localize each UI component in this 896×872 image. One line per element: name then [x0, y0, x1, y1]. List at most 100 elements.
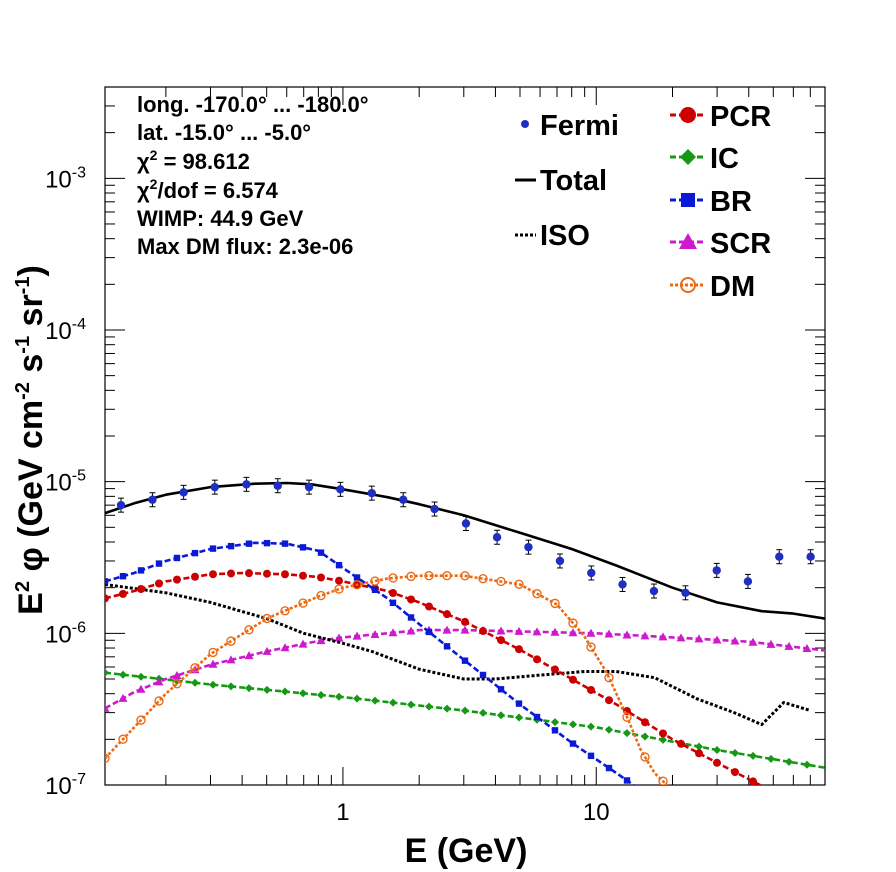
fermi-point: [367, 488, 376, 498]
series-line-dm: [105, 574, 669, 785]
series-marker-scr: [802, 643, 812, 652]
series-marker-ic: [623, 729, 631, 738]
y-tick-label: 10-7: [45, 771, 86, 800]
series-marker-scr: [460, 625, 470, 634]
series-marker-dm: [190, 663, 200, 673]
legend-pcr-label: PCR: [710, 101, 771, 133]
fermi-point: [116, 500, 126, 510]
plot-area: [105, 481, 825, 785]
series-marker-scr: [442, 625, 452, 634]
series-marker-dm: [640, 752, 650, 762]
series-marker-dm: [586, 642, 596, 652]
fermi-point: [806, 552, 815, 561]
ylabel-sup3: -1: [12, 336, 34, 354]
series-marker-ic: [119, 670, 127, 679]
series-marker-scr: [118, 693, 128, 702]
series-marker-ic: [749, 751, 757, 760]
series-marker-dm: [334, 584, 344, 594]
series-marker-dm: [388, 573, 398, 583]
fermi-point: [618, 580, 627, 589]
chi2-sup: 2: [150, 147, 158, 163]
series-marker-scr: [712, 635, 722, 644]
fermi-point: [179, 488, 188, 497]
series-marker-dm: [244, 625, 254, 635]
series-marker-br: [515, 700, 523, 707]
series-marker-ic: [209, 680, 217, 689]
series-marker-br: [407, 614, 415, 621]
ylabel-sup: 2: [12, 581, 34, 592]
ylabel-e: E: [12, 592, 50, 615]
series-marker-ic: [425, 702, 433, 711]
info-wimp: WIMP: 44.9 GeV: [137, 206, 304, 231]
series-marker-ic: [497, 711, 505, 720]
legend-scr-marker: [679, 233, 697, 249]
series-marker-dm: [406, 571, 416, 582]
series-marker-scr: [550, 627, 560, 636]
series-marker-dm: [208, 647, 218, 658]
ylabel-sup4: -1: [12, 277, 34, 295]
series-marker-dm: [316, 590, 326, 601]
series-marker-scr: [694, 634, 704, 643]
series-marker-br: [569, 740, 577, 747]
series-marker-ic: [515, 713, 523, 722]
series-marker-ic: [389, 698, 397, 707]
series-marker-scr: [748, 637, 758, 646]
series-marker-dm: [280, 606, 290, 616]
series-marker-pcr: [569, 675, 577, 684]
info-chi2-dof: χ2/dof = 6.574: [137, 176, 279, 203]
series-marker-br: [443, 643, 451, 650]
series-marker-scr: [496, 626, 506, 635]
series-marker-pcr: [551, 665, 559, 674]
series-marker-scr: [280, 643, 290, 652]
series-marker-ic: [191, 678, 199, 687]
series-marker-br: [281, 540, 289, 547]
fermi-point: [555, 556, 565, 566]
ylabel-phi: φ (GeV cm: [12, 400, 50, 581]
series-marker-br: [335, 561, 343, 569]
info-max-dm: Max DM flux: 2.3e-06: [137, 234, 353, 259]
series-marker-pcr: [173, 575, 181, 584]
series-marker-br: [155, 560, 163, 567]
series-marker-pcr: [443, 610, 451, 619]
legend-ic-label: IC: [710, 143, 739, 175]
series-marker-br: [623, 777, 631, 784]
series-marker-br: [191, 549, 199, 557]
series-marker-scr: [388, 628, 398, 637]
chi2-value: = 98.612: [157, 149, 249, 174]
series-marker-scr: [334, 633, 344, 642]
series-marker-pcr: [713, 758, 721, 767]
series-marker-br: [479, 671, 487, 679]
series-marker-ic: [137, 672, 145, 681]
series-marker-ic: [461, 706, 469, 715]
series-marker-dm: [496, 576, 506, 587]
series-marker-pcr: [191, 572, 199, 581]
series-marker-ic: [353, 694, 361, 703]
series-marker-dm: [118, 734, 128, 744]
series-marker-br: [371, 586, 379, 594]
series-marker-br: [605, 764, 613, 772]
series-marker-ic: [641, 732, 649, 741]
fermi-point: [524, 542, 533, 552]
series-marker-ic: [695, 742, 703, 751]
series-marker-pcr: [731, 768, 739, 777]
legend-br-marker: [681, 193, 695, 207]
fermi-point: [587, 568, 596, 578]
series-marker-scr: [568, 628, 578, 637]
series-marker-dm: [532, 588, 542, 599]
series-marker-scr: [136, 684, 146, 693]
y-tick-label: 10-4: [45, 316, 86, 345]
legend-total-label: Total: [540, 165, 607, 197]
series-marker-scr: [784, 641, 794, 650]
series-marker-pcr: [479, 627, 487, 636]
fermi-point: [242, 480, 251, 489]
legend-fermi-label: Fermi: [540, 110, 619, 142]
series-marker-ic: [245, 684, 253, 693]
series-line-iso: [105, 583, 811, 727]
series-marker-scr: [766, 639, 776, 648]
chi2dof-sup: 2: [150, 176, 158, 192]
svg-text:E2 φ (GeV cm-2 s-1 sr-1): E2 φ (GeV cm-2 s-1 sr-1): [12, 265, 50, 615]
series-marker-dm: [514, 579, 524, 590]
series-marker-pcr: [677, 739, 685, 748]
y-tick-label: 10-6: [45, 619, 86, 648]
